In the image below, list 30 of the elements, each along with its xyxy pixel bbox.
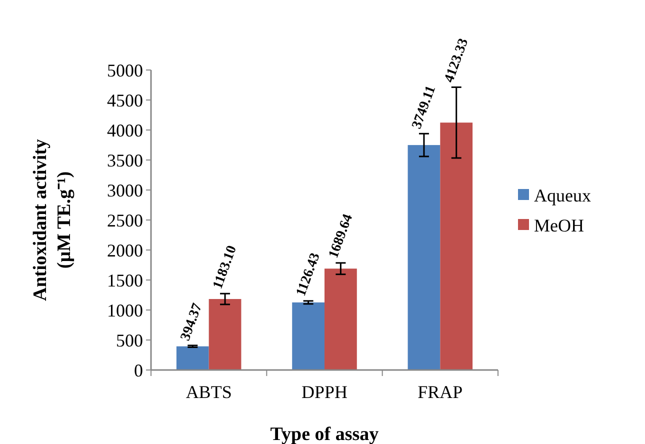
y-tick-label: 1000 (107, 300, 143, 320)
y-tick-label: 4000 (107, 120, 143, 140)
legend-label: MeOH (534, 215, 584, 236)
legend-label: Aqueux (534, 185, 591, 206)
y-tick-label: 2500 (107, 210, 143, 230)
data-label: 1183.10 (210, 244, 240, 291)
data-label: 1689.64 (326, 212, 356, 260)
bar (440, 122, 473, 370)
bar (208, 299, 242, 370)
bar (292, 302, 324, 370)
data-label: 3749.11 (410, 84, 440, 132)
bar (176, 346, 209, 370)
bar (324, 268, 357, 370)
y-tick-label: 0 (134, 360, 143, 380)
y-tick-label: 4500 (107, 90, 143, 110)
data-label: 394.37 (178, 301, 206, 343)
x-tick-label: DPPH (301, 382, 348, 402)
y-tick-label: 2000 (107, 240, 143, 260)
bar (408, 145, 440, 370)
y-tick-label: 3000 (107, 180, 143, 200)
x-tick-label: FRAP (418, 382, 463, 402)
y-tick-label: 5000 (107, 60, 143, 80)
y-tick-label: 500 (116, 330, 143, 350)
data-label: 1126.43 (294, 251, 324, 298)
x-tick-label: ABTS (186, 382, 232, 402)
y-axis-title: Antioxidant activity (µM TE.g⁻¹) (30, 138, 75, 302)
y-tick-label: 3500 (107, 150, 143, 170)
data-label: 4123.33 (442, 36, 472, 85)
y-tick-label: 1500 (107, 270, 143, 290)
x-axis-title: Type of assay (270, 424, 380, 444)
